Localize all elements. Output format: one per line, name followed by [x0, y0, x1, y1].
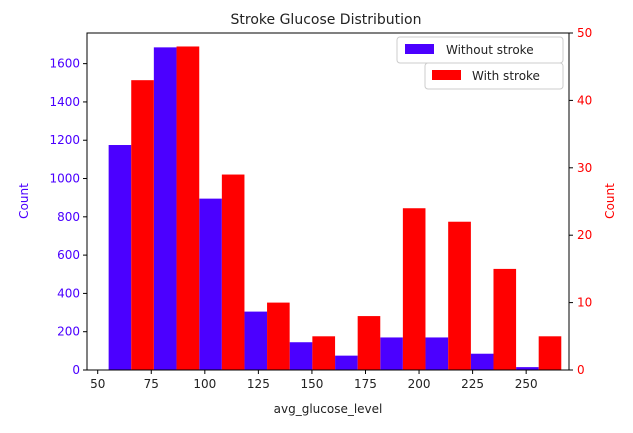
right-axis-ticks: 0 10 20 30 40 50 — [569, 26, 592, 377]
left-tick-label: 1400 — [49, 95, 80, 109]
bar-without-stroke — [425, 337, 449, 370]
bar-with-stroke — [176, 46, 200, 370]
x-tick-label: 125 — [247, 377, 270, 391]
legend-box — [424, 62, 564, 90]
x-tick-label: 250 — [515, 377, 538, 391]
right-tick-label: 30 — [577, 161, 592, 175]
left-tick-label: 400 — [57, 286, 80, 300]
bar-without-stroke — [516, 367, 539, 370]
left-axis-ticks: 0 200 400 600 800 1000 1200 1400 1600 — [49, 57, 87, 377]
left-tick-label: 0 — [72, 363, 80, 377]
x-tick-label: 225 — [461, 377, 484, 391]
bar-without-stroke — [199, 198, 222, 370]
with-stroke-bars — [131, 46, 562, 371]
bar-with-stroke — [221, 174, 245, 370]
x-tick-label: 200 — [408, 377, 431, 391]
legend-with-stroke: With stroke — [424, 62, 564, 90]
bar-with-stroke — [448, 221, 471, 370]
x-tick-label: 175 — [354, 377, 377, 391]
x-tick-label: 150 — [300, 377, 323, 391]
bar-without-stroke — [335, 355, 358, 370]
left-tick-label: 200 — [57, 325, 80, 339]
right-tick-label: 40 — [577, 93, 592, 107]
left-tick-label: 1600 — [49, 57, 80, 71]
x-tick-label: 50 — [90, 377, 105, 391]
left-tick-label: 1200 — [49, 133, 80, 147]
right-tick-label: 0 — [577, 363, 585, 377]
left-tick-label: 1000 — [49, 172, 80, 186]
x-axis-label: avg_glucose_level — [274, 402, 383, 416]
legend-swatch — [405, 44, 434, 54]
left-tick-label: 800 — [57, 210, 80, 224]
bar-with-stroke — [357, 316, 381, 370]
x-tick-label: 75 — [144, 377, 159, 391]
x-tick-label: 100 — [193, 377, 216, 391]
legend-label: With stroke — [472, 69, 540, 83]
bar-with-stroke — [538, 336, 562, 370]
bar-without-stroke — [108, 145, 132, 370]
without-stroke-bars — [108, 47, 539, 371]
bar-without-stroke — [289, 342, 313, 370]
bar-with-stroke — [493, 268, 517, 370]
right-tick-label: 50 — [577, 26, 592, 40]
bar-with-stroke — [312, 336, 336, 370]
legend-swatch — [432, 70, 461, 80]
bar-with-stroke — [131, 80, 154, 371]
right-tick-label: 10 — [577, 296, 592, 310]
bar-without-stroke — [244, 311, 268, 370]
bar-without-stroke — [380, 337, 403, 370]
plot-frame — [86, 32, 570, 371]
right-axis-label: Count — [603, 183, 617, 219]
left-tick-label: 600 — [57, 248, 80, 262]
legend-without-stroke: Without stroke — [396, 36, 564, 64]
legend-label: Without stroke — [446, 43, 534, 57]
right-tick-label: 20 — [577, 228, 592, 242]
chart-title: Stroke Glucose Distribution — [231, 12, 422, 28]
bar-without-stroke — [153, 47, 177, 371]
bar-with-stroke — [267, 302, 290, 370]
left-axis-label: Count — [17, 183, 31, 219]
bar-without-stroke — [470, 353, 494, 370]
bar-with-stroke — [402, 208, 426, 370]
x-axis-ticks: 50 75 100 125 150 175 200 225 250 — [90, 370, 538, 391]
